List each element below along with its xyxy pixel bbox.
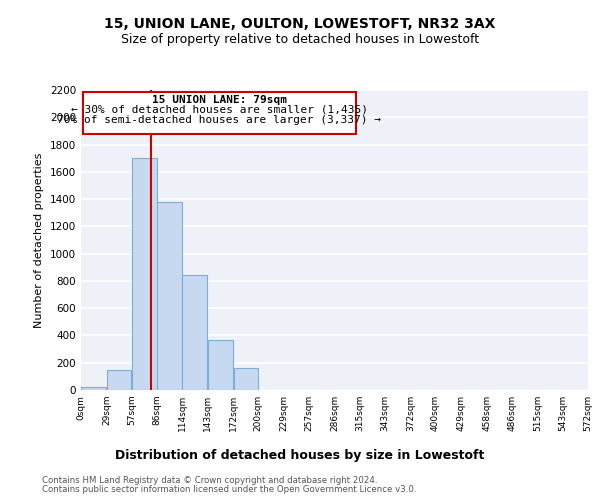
Bar (157, 202, 182, 390)
Text: Contains public sector information licensed under the Open Government Licence v3: Contains public sector information licen… (42, 485, 416, 494)
Bar (107, 370, 131, 390)
Text: ← 30% of detached houses are smaller (1,435): ← 30% of detached houses are smaller (1,… (71, 104, 368, 115)
Text: Contains HM Land Registry data © Crown copyright and database right 2024.: Contains HM Land Registry data © Crown c… (42, 476, 377, 485)
Text: 15, UNION LANE, OULTON, LOWESTOFT, NR32 3AX: 15, UNION LANE, OULTON, LOWESTOFT, NR32 … (104, 18, 496, 32)
FancyBboxPatch shape (83, 92, 356, 134)
Y-axis label: Number of detached properties: Number of detached properties (34, 152, 44, 328)
Text: 70% of semi-detached houses are larger (3,337) →: 70% of semi-detached houses are larger (… (57, 114, 381, 124)
Bar (132, 158, 157, 390)
Bar (234, 368, 258, 390)
Text: Distribution of detached houses by size in Lowestoft: Distribution of detached houses by size … (115, 450, 485, 462)
Text: 15 UNION LANE: 79sqm: 15 UNION LANE: 79sqm (152, 95, 287, 105)
Bar (182, 276, 208, 390)
Bar (208, 340, 233, 390)
Bar (81, 388, 106, 390)
Text: Size of property relative to detached houses in Lowestoft: Size of property relative to detached ho… (121, 34, 479, 46)
